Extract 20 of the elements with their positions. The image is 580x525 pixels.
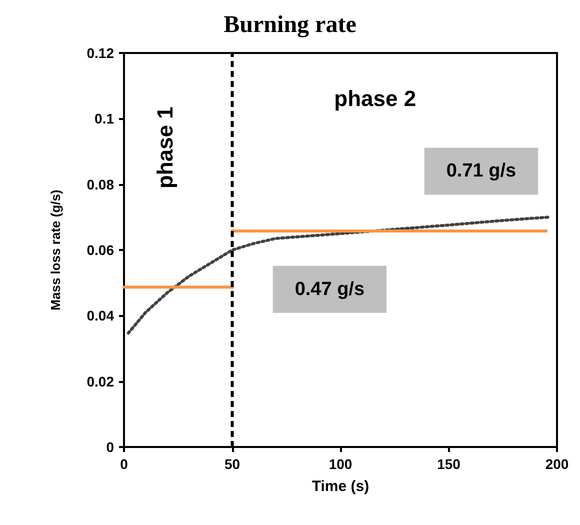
x-tick-label: 200 <box>545 456 569 472</box>
annotation: 0.71 g/s <box>446 160 516 182</box>
x-tick-label: 100 <box>328 456 352 472</box>
y-tick-label: 0.1 <box>94 110 114 127</box>
annotation: phase 2 <box>334 86 416 111</box>
y-tick-label: 0.02 <box>86 373 114 390</box>
y-tick-label: 0.08 <box>86 176 114 192</box>
y-tick-label: 0 <box>106 439 114 455</box>
y-tick-label: 0.12 <box>86 45 114 61</box>
x-axis-title: Time (s) <box>312 478 370 495</box>
x-tick-label: 150 <box>437 456 461 472</box>
x-tick-label: 0 <box>120 456 128 472</box>
annotation: phase 1 <box>152 106 178 189</box>
chart-title: Burning rate <box>224 12 357 38</box>
x-tick-label: 50 <box>224 456 240 472</box>
y-tick-label: 0.06 <box>86 242 114 258</box>
annotation: 0.47 g/s <box>294 278 365 300</box>
y-axis-title: Mass loss rate (g/s) <box>48 190 63 310</box>
y-tick-label: 0.04 <box>86 308 114 324</box>
line-series <box>126 216 550 335</box>
